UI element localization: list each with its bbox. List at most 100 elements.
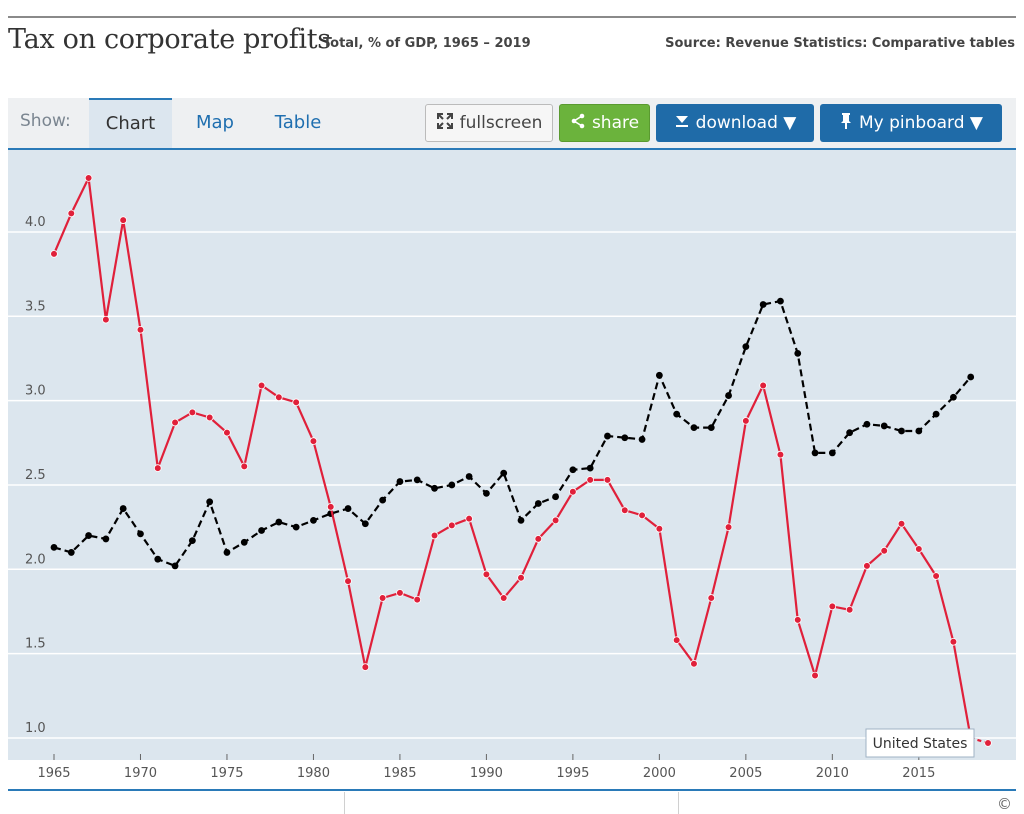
data-point [898, 427, 905, 435]
data-point [378, 594, 387, 602]
data-point [483, 489, 490, 497]
data-point [292, 398, 300, 407]
data-point [673, 410, 681, 418]
show-label: Show: [20, 111, 71, 131]
x-tick-label: 2015 [902, 766, 935, 781]
data-point [344, 577, 352, 585]
x-tick-label: 1965 [37, 766, 70, 781]
data-point [258, 527, 265, 534]
source-link[interactable]: Source: Revenue Statistics: Comparative … [665, 36, 1015, 51]
data-point [84, 174, 93, 182]
pinboard-label: My pinboard ▼ [859, 113, 983, 133]
data-point [845, 605, 854, 614]
data-point [586, 476, 594, 484]
data-point [85, 532, 92, 539]
data-point [811, 449, 819, 457]
x-tick-label: 1990 [470, 766, 503, 781]
data-point [275, 518, 283, 526]
x-tick-label: 2000 [643, 766, 676, 781]
data-point [50, 543, 58, 551]
data-point [776, 450, 785, 459]
data-point [552, 493, 559, 501]
data-point [863, 420, 871, 428]
data-point [275, 393, 283, 402]
data-point [206, 498, 214, 506]
data-point [310, 516, 317, 524]
data-point [777, 297, 784, 305]
chart-title: Tax on corporate profits [8, 24, 331, 55]
y-tick-label: 2.0 [25, 552, 46, 567]
data-point [846, 429, 854, 437]
data-point [984, 739, 992, 747]
data-point [171, 418, 179, 427]
download-icon [674, 113, 690, 134]
footer-divider [678, 792, 679, 814]
footer-divider [344, 792, 345, 814]
tab-table[interactable]: Table [274, 112, 322, 133]
data-point [690, 424, 698, 432]
x-tick-label: 1970 [124, 766, 157, 781]
data-point [240, 538, 248, 546]
share-button[interactable]: share [559, 104, 650, 142]
x-tick-label: 1995 [556, 766, 589, 781]
chart-subtitle: Total, % of GDP, 1965 – 2019 [323, 36, 531, 51]
data-point [430, 531, 439, 540]
data-point [448, 521, 456, 530]
tab-map[interactable]: Map [196, 112, 234, 133]
data-point [569, 487, 577, 496]
data-point [171, 562, 179, 570]
series-line [53, 300, 972, 567]
data-point [223, 549, 231, 556]
x-tick-label: 1980 [297, 766, 330, 781]
data-point [413, 476, 421, 484]
data-point [967, 373, 975, 381]
data-point [915, 545, 923, 553]
download-label: download ▼ [695, 113, 797, 133]
data-point [413, 595, 422, 604]
data-point [707, 424, 715, 432]
data-point [153, 464, 162, 472]
data-point [517, 516, 525, 524]
data-point [950, 393, 957, 401]
data-point [638, 436, 646, 443]
y-tick-label: 3.5 [25, 299, 46, 314]
fullscreen-button[interactable]: fullscreen [425, 104, 553, 142]
data-point [880, 422, 888, 430]
data-point [932, 410, 940, 418]
y-tick-label: 1.5 [25, 637, 46, 652]
data-point [742, 343, 750, 351]
expand-icon [436, 112, 454, 135]
data-point [863, 562, 871, 570]
data-point [880, 546, 889, 555]
data-point [949, 638, 958, 646]
copyright-icon[interactable]: © [997, 795, 1012, 813]
data-point [431, 484, 438, 492]
data-point [794, 350, 802, 357]
data-point [136, 325, 145, 334]
y-tick-label: 4.0 [25, 215, 46, 230]
tab-chart[interactable]: Chart [89, 98, 172, 148]
data-point [137, 530, 144, 538]
data-point [621, 434, 629, 442]
download-button[interactable]: download ▼ [656, 104, 814, 142]
data-point [50, 250, 58, 258]
data-point [655, 371, 663, 379]
data-point [67, 209, 76, 218]
fullscreen-label: fullscreen [459, 113, 543, 133]
data-point [604, 432, 611, 440]
x-tick-label: 2005 [729, 766, 762, 781]
data-point [672, 636, 681, 644]
data-point [725, 392, 732, 399]
data-point [361, 520, 369, 528]
data-point [638, 511, 646, 520]
y-tick-label: 1.0 [25, 721, 46, 736]
data-point [811, 671, 819, 680]
data-point [828, 602, 837, 611]
share-label: share [591, 113, 640, 133]
data-point [154, 555, 162, 563]
data-point [551, 516, 560, 525]
data-point [793, 616, 802, 624]
pinboard-button[interactable]: My pinboard ▼ [820, 104, 1002, 142]
annotation-box [865, 728, 975, 758]
data-point [292, 523, 300, 531]
